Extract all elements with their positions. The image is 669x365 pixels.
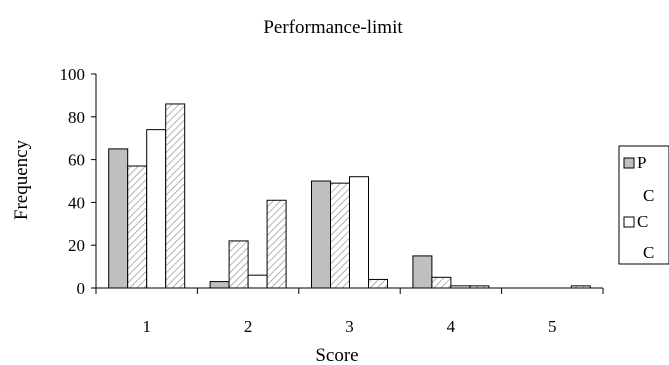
legend-label-2-line-1: C [637, 212, 648, 231]
legend: P C C C [618, 145, 669, 265]
y-axis-label: Frequency [11, 139, 32, 220]
x-tick-label: 1 [142, 317, 151, 336]
chart-title: Performance-limit [263, 17, 403, 38]
x-tick-label: 4 [447, 317, 456, 336]
x-axis-label: Score [315, 345, 358, 365]
x-tick-label: 3 [345, 317, 354, 336]
bar [412, 255, 433, 289]
legend-label-2-line-2: C [643, 243, 654, 262]
legend-label-1-line-1: P [637, 153, 646, 172]
bar [431, 276, 452, 289]
legend-swatch-2 [623, 216, 635, 228]
bar [330, 182, 350, 289]
bar [349, 176, 369, 289]
bar [108, 148, 129, 289]
y-tick-label: 20 [68, 236, 85, 255]
y-tick-label: 60 [68, 151, 85, 170]
y-tick-label: 40 [68, 193, 85, 212]
bar [209, 281, 230, 289]
y-tick-label: 80 [68, 108, 85, 127]
bar [228, 240, 249, 289]
y-tick-label: 100 [60, 65, 86, 84]
legend-box [618, 145, 669, 265]
bar [311, 180, 331, 289]
bar [266, 199, 287, 289]
legend-swatch-1 [623, 157, 635, 169]
y-tick-label: 0 [77, 279, 86, 298]
x-tick-label: 5 [548, 317, 557, 336]
bar [165, 103, 186, 289]
bar [146, 129, 167, 289]
legend-label-1-line-2: C [643, 186, 654, 205]
bar [368, 278, 388, 289]
x-tick-label: 2 [244, 317, 253, 336]
bar [127, 165, 148, 289]
bar [247, 274, 268, 289]
